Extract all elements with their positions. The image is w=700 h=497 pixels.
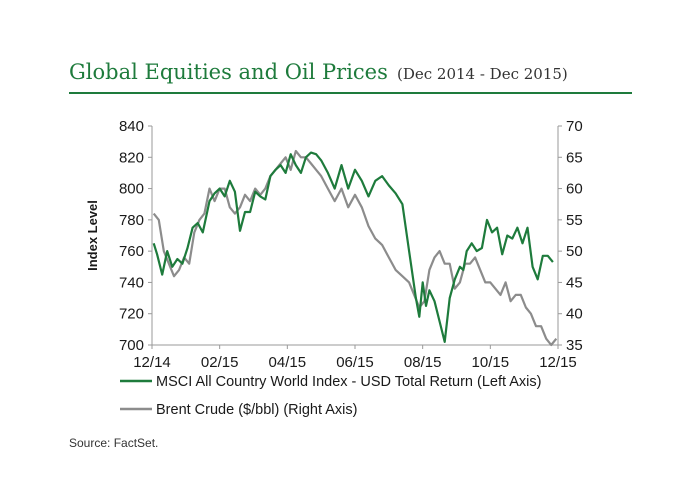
left-axis-tick-label: 700 xyxy=(119,337,144,354)
right-axis-tick-label: 55 xyxy=(566,212,583,229)
left-axis-tick-label: 740 xyxy=(119,274,144,291)
left-axis-tick-label: 820 xyxy=(119,149,144,166)
right-axis-tick-label: 65 xyxy=(566,149,583,166)
x-axis-tick-label: 04/15 xyxy=(269,354,307,371)
left-axis-tick-label: 840 xyxy=(119,118,144,135)
x-axis-tick-label: 12/15 xyxy=(539,354,577,371)
source-note: Source: FactSet. xyxy=(69,436,159,450)
y-axis-label: Index Level xyxy=(85,200,100,271)
title-rule xyxy=(69,92,632,94)
chart-title: Global Equities and Oil Prices xyxy=(69,60,388,84)
x-axis-tick-label: 02/15 xyxy=(201,354,239,371)
right-axis-tick-label: 50 xyxy=(566,243,583,260)
brent-crude-line xyxy=(152,149,558,347)
left-axis-tick-label: 760 xyxy=(119,243,144,260)
x-axis-tick-label: 12/14 xyxy=(133,354,171,371)
chart-title-block: Global Equities and Oil Prices (Dec 2014… xyxy=(69,60,568,84)
right-axis-tick-label: 35 xyxy=(566,337,583,354)
left-axis-tick-label: 800 xyxy=(119,181,144,198)
x-axis-tick-label: 08/15 xyxy=(404,354,442,371)
right-axis-tick-label: 45 xyxy=(566,274,583,291)
right-axis-tick-label: 40 xyxy=(566,306,583,323)
left-axis-tick-label: 720 xyxy=(119,306,144,323)
left-axis-tick-label: 780 xyxy=(119,212,144,229)
msci-acwi-line xyxy=(152,151,554,343)
right-axis-tick-label: 70 xyxy=(566,118,583,135)
chart-subtitle: (Dec 2014 - Dec 2015) xyxy=(396,65,568,83)
right-axis-tick-label: 60 xyxy=(566,181,583,198)
x-axis-tick-label: 06/15 xyxy=(336,354,374,371)
x-axis-tick-label: 10/15 xyxy=(472,354,510,371)
legend-label-msci: MSCI All Country World Index - USD Total… xyxy=(156,374,541,390)
legend-label-brent: Brent Crude ($/bbl) (Right Axis) xyxy=(156,402,357,418)
